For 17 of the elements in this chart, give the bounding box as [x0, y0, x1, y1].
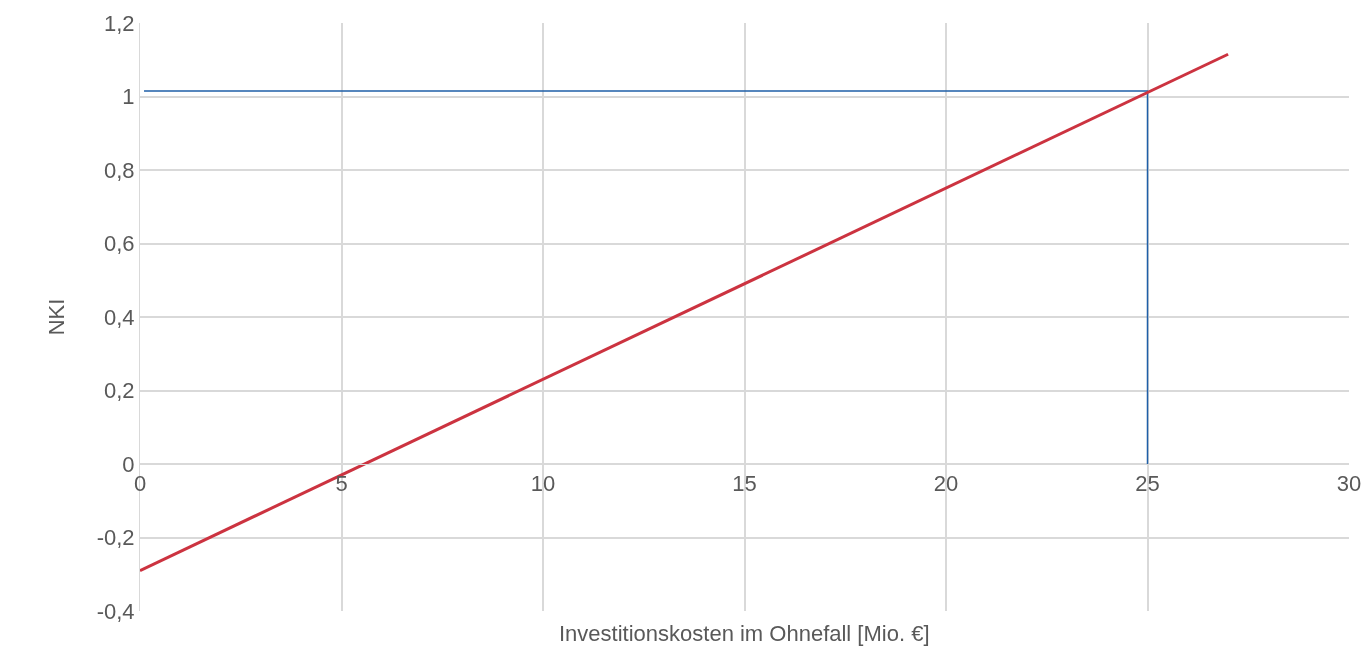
y-axis-title: NKI: [44, 298, 70, 336]
x-tick-label: 10: [530, 471, 556, 497]
x-tick-label: 25: [1135, 471, 1160, 497]
x-tick-label: 30: [1336, 471, 1362, 497]
y-tick-label: -0,4: [96, 598, 135, 624]
x-tick-label: 15: [732, 471, 757, 497]
y-tick-label: 0,6: [104, 231, 135, 257]
y-tick-label: 1: [122, 84, 135, 110]
x-axis-title: Investitionskosten im Ohnefall [Mio. €]: [559, 621, 930, 646]
y-tick-label: 0,8: [104, 157, 135, 183]
y-tick-label: 1,2: [104, 10, 135, 36]
x-tick-label: 20: [933, 471, 959, 497]
y-tick-label: -0,2: [96, 525, 135, 551]
y-tick-label: 0: [122, 451, 135, 477]
x-tick-label: 5: [335, 471, 348, 497]
y-tick-label: 0,2: [104, 378, 135, 404]
y-tick-label: 0,4: [104, 304, 135, 330]
